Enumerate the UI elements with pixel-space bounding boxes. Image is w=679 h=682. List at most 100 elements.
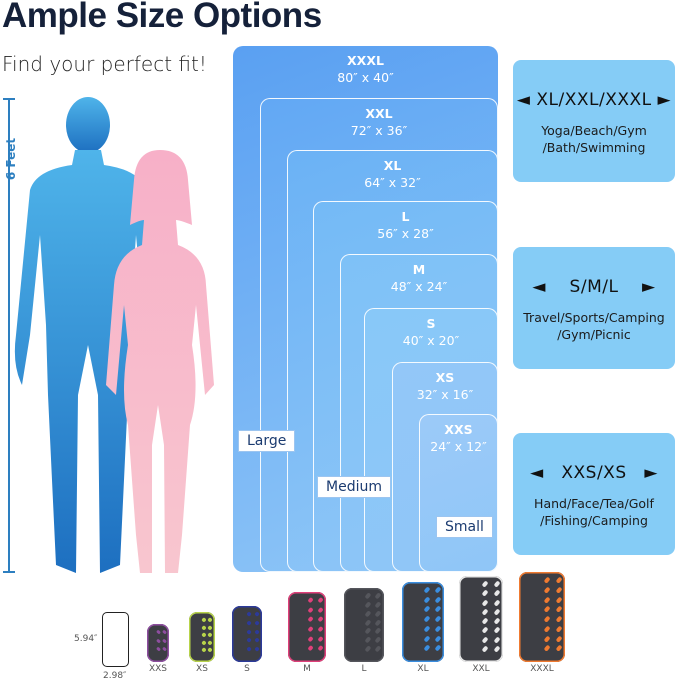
size-name: XL [383, 158, 402, 173]
stripe [543, 576, 551, 584]
stripe [423, 596, 431, 604]
stripe [374, 645, 382, 653]
stripe [200, 640, 207, 646]
card-heading-text: XXS/XS [561, 463, 627, 483]
stripe [543, 644, 551, 652]
stripe [364, 636, 372, 644]
height-ruler [8, 98, 10, 572]
towel-pattern [364, 592, 382, 656]
stripe [254, 637, 260, 644]
towel-xl [402, 582, 444, 662]
stripe [246, 619, 252, 626]
stripe [543, 605, 551, 613]
stripe [207, 617, 213, 623]
usage-card-medium: ◄ S/M/L ► Travel/Sports/Camping/Gym/Picn… [513, 247, 675, 369]
size-dims: 40″ x 20″ [402, 333, 460, 348]
towel-size-label: S [244, 664, 250, 674]
stripe [207, 640, 213, 646]
towel-size-label: XXL [472, 664, 490, 674]
stripe [161, 646, 167, 652]
stripe [481, 617, 489, 625]
stripe [434, 596, 442, 604]
stripe [493, 626, 501, 634]
stripe [555, 586, 563, 594]
card-desc-line: Yoga/Beach/Gym [541, 123, 647, 138]
stripe [374, 601, 382, 609]
stripe [481, 645, 489, 653]
phone-width: 2.98″ [103, 671, 127, 681]
stripe [434, 625, 442, 633]
stripe [374, 636, 382, 644]
usage-card-small: ◄ XXS/XS ► Hand/Face/Tea/Golf/Fishing/Ca… [513, 433, 675, 555]
towel-xs [189, 612, 215, 662]
card-desc-line: Travel/Sports/Camping [523, 310, 665, 325]
stripe [364, 627, 372, 635]
stripe [307, 635, 314, 642]
card-desc: Travel/Sports/Camping/Gym/Picnic [513, 309, 675, 343]
ruler-tick [3, 98, 15, 100]
size-name: L [401, 209, 410, 224]
card-desc-line: /Fishing/Camping [540, 513, 648, 528]
card-desc-line: /Gym/Picnic [557, 327, 631, 342]
stripe [207, 632, 213, 638]
stripe [493, 608, 501, 616]
woman-silhouette [106, 150, 214, 573]
stripe [317, 616, 324, 623]
stripe [423, 635, 431, 643]
size-box-xxs: XXS 24″ x 12″ [419, 414, 498, 572]
stripe [481, 635, 489, 644]
stripe [543, 595, 551, 604]
stripe [423, 644, 431, 652]
usage-card-large: ◄ XL/XXL/XXXL ► Yoga/Beach/Gym/Bath/Swim… [513, 60, 675, 182]
stripe [555, 634, 563, 643]
stripe [254, 619, 260, 626]
stripe [493, 617, 501, 625]
size-name: S [426, 316, 436, 331]
stripe [200, 624, 207, 631]
stripe [555, 615, 563, 623]
towel-size-label: XS [196, 664, 208, 674]
stripe [156, 646, 162, 652]
towel-xxxl [519, 572, 565, 662]
stripe [493, 645, 501, 653]
card-desc: Hand/Face/Tea/Golf/Fishing/Camping [513, 495, 675, 529]
stripe [156, 629, 162, 635]
stripe [423, 586, 431, 594]
towel-size-label: M [303, 664, 311, 674]
stripe [246, 611, 252, 617]
stripe [254, 628, 260, 635]
towel-pattern [423, 586, 442, 656]
silhouettes [14, 97, 214, 573]
page-title: Ample Size Options [2, 0, 322, 35]
stripe [555, 576, 563, 584]
group-label-large: Large [238, 430, 296, 452]
stripe [200, 617, 207, 623]
stripe [374, 619, 382, 626]
subtitle: Find your perfect fit! [2, 52, 207, 76]
stripe [543, 586, 551, 594]
stripe [161, 638, 167, 644]
stripe [543, 634, 551, 643]
card-desc-line: /Bath/Swimming [542, 140, 646, 155]
stripe [434, 635, 442, 643]
stripe [493, 589, 501, 597]
stripe [374, 592, 382, 600]
stripe [481, 608, 489, 616]
stripe [374, 627, 382, 635]
size-dims: 80″ x 40″ [337, 70, 394, 85]
stripe [481, 598, 489, 607]
size-dims: 32″ x 16″ [416, 387, 474, 402]
size-dims: 48″ x 24″ [390, 279, 448, 294]
towel-xxs [147, 624, 169, 662]
man-silhouette [14, 97, 161, 573]
towel-pattern [481, 580, 501, 656]
size-dims: 72″ x 36″ [350, 123, 408, 138]
card-desc-line: Hand/Face/Tea/Golf [534, 496, 654, 511]
towel-size-label: XXXL [530, 664, 554, 674]
towel-pattern [246, 611, 260, 656]
stripe [493, 580, 501, 588]
stripe [423, 615, 431, 623]
stripe [555, 644, 563, 652]
stripe [364, 619, 372, 626]
phone-icon [102, 612, 129, 667]
